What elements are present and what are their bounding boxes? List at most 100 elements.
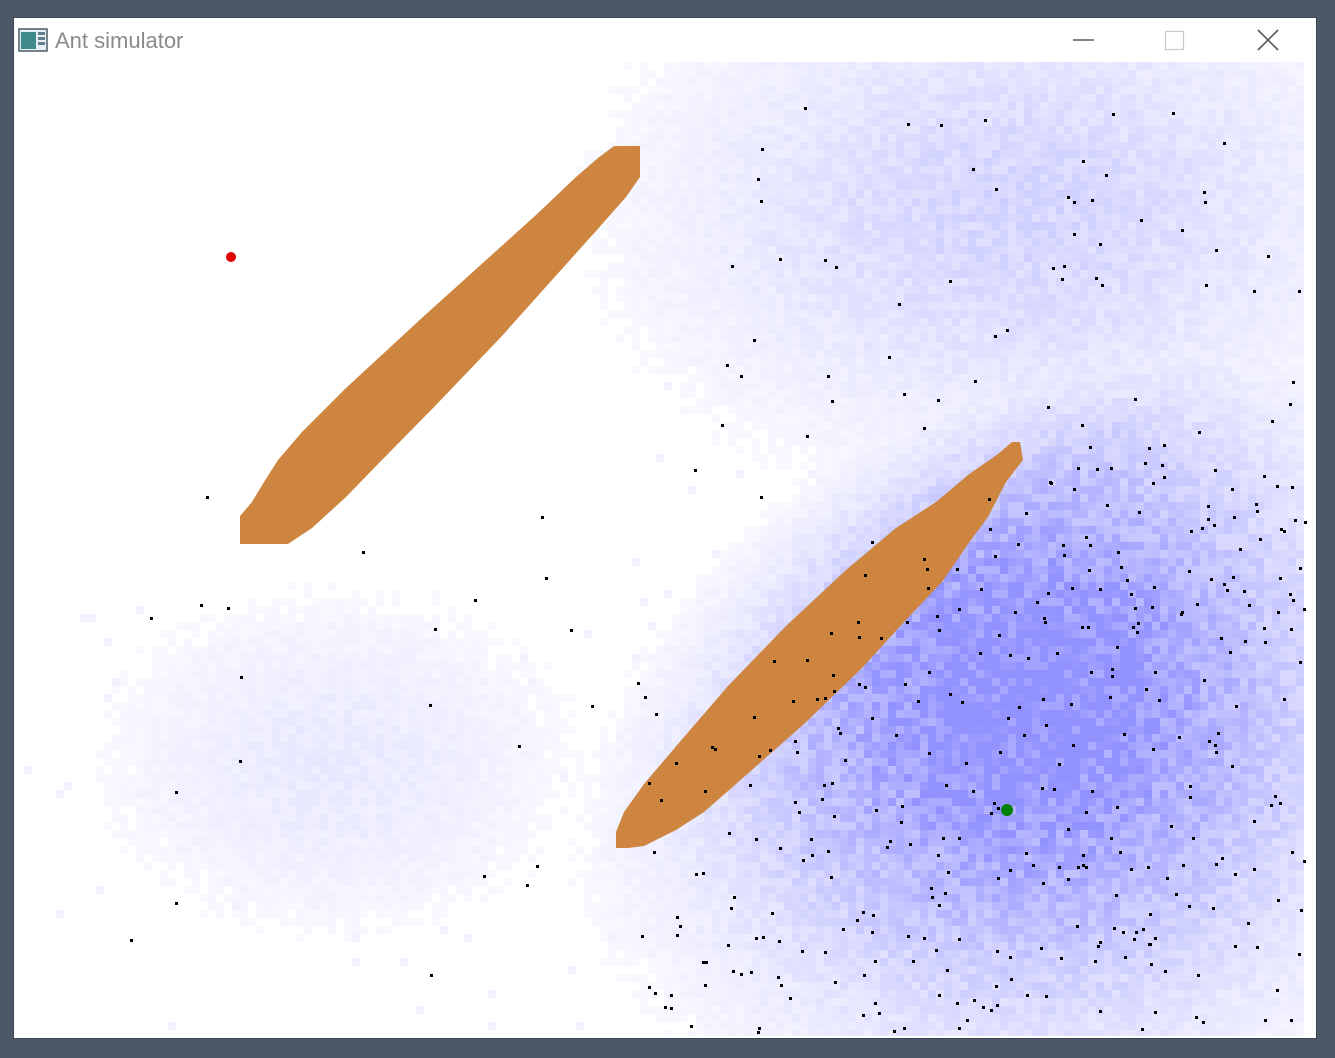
pheromone-cell (984, 70, 992, 78)
pheromone-cell (1136, 190, 1144, 198)
pheromone-cell (840, 62, 848, 70)
pheromone-cell (1152, 286, 1160, 294)
pheromone-cell (848, 158, 856, 166)
pheromone-cell (1056, 542, 1064, 550)
pheromone-cell (616, 246, 624, 254)
pheromone-cell (848, 462, 856, 470)
pheromone-cell (1096, 222, 1104, 230)
pheromone-cell (1232, 142, 1240, 150)
pheromone-cell (744, 230, 752, 238)
pheromone-cell (696, 198, 704, 206)
pheromone-cell (792, 422, 800, 430)
pheromone-cell (1064, 534, 1072, 542)
pheromone-cell (1032, 302, 1040, 310)
simulation-canvas[interactable] (16, 62, 1314, 1036)
pheromone-cell (968, 102, 976, 110)
pheromone-cell (1272, 534, 1280, 542)
pheromone-cell (928, 422, 936, 430)
pheromone-cell (928, 86, 936, 94)
pheromone-cell (616, 134, 624, 142)
pheromone-cell (944, 230, 952, 238)
pheromone-cell (816, 102, 824, 110)
pheromone-cell (840, 278, 848, 286)
pheromone-cell (984, 222, 992, 230)
pheromone-cell (760, 358, 768, 366)
pheromone-cell (1272, 134, 1280, 142)
minimize-button[interactable] (1038, 18, 1130, 62)
pheromone-cell (1128, 534, 1136, 542)
maximize-button[interactable] (1129, 18, 1221, 62)
pheromone-cell (1144, 526, 1152, 534)
pheromone-cell (1096, 366, 1104, 374)
pheromone-cell (1168, 454, 1176, 462)
pheromone-cell (1048, 502, 1056, 510)
pheromone-cell (944, 342, 952, 350)
pheromone-cell (1152, 446, 1160, 454)
pheromone-cell (768, 326, 776, 334)
pheromone-cell (1024, 358, 1032, 366)
pheromone-cell (1240, 486, 1248, 494)
pheromone-cell (1040, 414, 1048, 422)
pheromone-cell (712, 118, 720, 126)
pheromone-cell (832, 254, 840, 262)
pheromone-cell (1272, 198, 1280, 206)
pheromone-cell (688, 134, 696, 142)
pheromone-cell (888, 294, 896, 302)
pheromone-cell (1160, 502, 1168, 510)
pheromone-cell (1248, 62, 1256, 70)
pheromone-cell (776, 326, 784, 334)
pheromone-cell (776, 158, 784, 166)
pheromone-cell (944, 190, 952, 198)
simulation-canvas-area[interactable] (16, 62, 1314, 1036)
pheromone-cell (792, 222, 800, 230)
pheromone-cell (1064, 150, 1072, 158)
pheromone-cell (1296, 302, 1304, 310)
pheromone-cell (880, 398, 888, 406)
pheromone-cell (1032, 102, 1040, 110)
pheromone-cell (736, 198, 744, 206)
pheromone-cell (880, 358, 888, 366)
pheromone-cell (1112, 142, 1120, 150)
pheromone-cell (600, 246, 608, 254)
pheromone-cell (656, 86, 664, 94)
pheromone-cell (952, 230, 960, 238)
pheromone-cell (880, 366, 888, 374)
pheromone-cell (1232, 62, 1240, 70)
pheromone-cell (824, 462, 832, 470)
pheromone-cell (912, 374, 920, 382)
pheromone-cell (1264, 350, 1272, 358)
pheromone-cell (872, 390, 880, 398)
pheromone-cell (720, 270, 728, 278)
title-bar[interactable]: Ant simulator (14, 18, 1316, 62)
pheromone-cell (1096, 238, 1104, 246)
pheromone-cell (816, 414, 824, 422)
pheromone-cell (1088, 310, 1096, 318)
pheromone-cell (1024, 462, 1032, 470)
pheromone-cell (1224, 254, 1232, 262)
pheromone-cell (1256, 470, 1264, 478)
pheromone-cell (1240, 510, 1248, 518)
pheromone-cell (1120, 510, 1128, 518)
pheromone-cell (1160, 246, 1168, 254)
pheromone-cell (656, 454, 664, 462)
pheromone-cell (736, 422, 744, 430)
pheromone-cell (648, 142, 656, 150)
pheromone-cell (896, 374, 904, 382)
pheromone-cell (912, 238, 920, 246)
close-button[interactable] (1221, 18, 1313, 62)
pheromone-cell (592, 270, 600, 278)
pheromone-cell (1128, 350, 1136, 358)
pheromone-cell (752, 270, 760, 278)
pheromone-cell (1096, 342, 1104, 350)
pheromone-cell (640, 238, 648, 246)
pheromone-cell (1088, 222, 1096, 230)
pheromone-cell (816, 182, 824, 190)
pheromone-cell (744, 246, 752, 254)
pheromone-cell (888, 318, 896, 326)
pheromone-cell (1024, 302, 1032, 310)
pheromone-cell (912, 454, 920, 462)
pheromone-cell (704, 70, 712, 78)
pheromone-cell (712, 262, 720, 270)
pheromone-cell (1128, 118, 1136, 126)
pheromone-cell (1168, 286, 1176, 294)
